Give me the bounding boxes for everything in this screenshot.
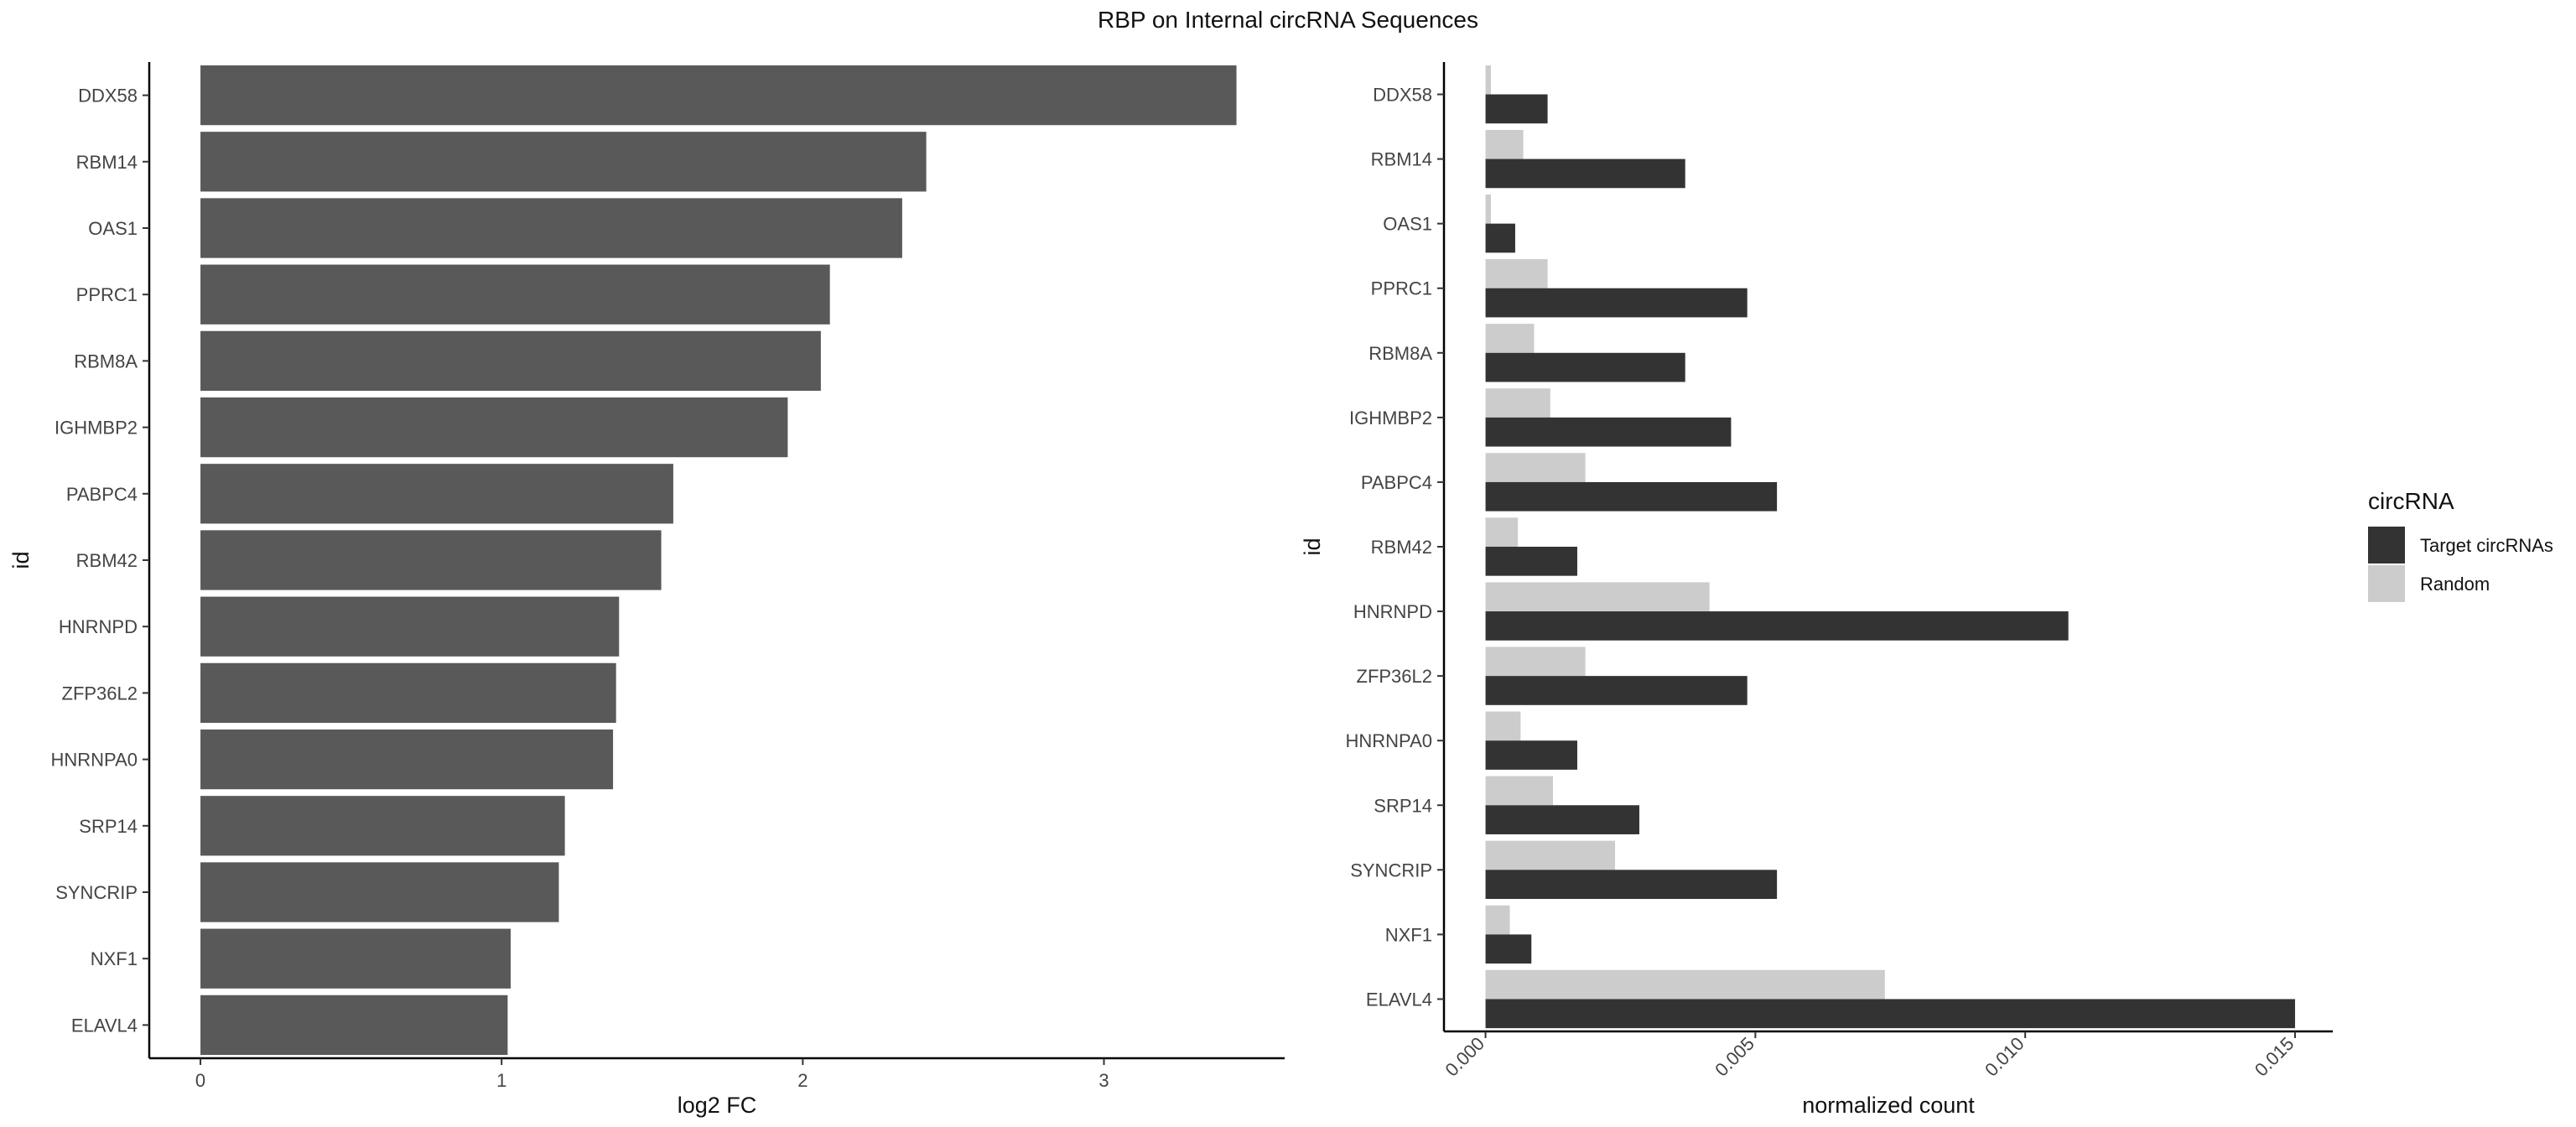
bar-target-hnrnpa0 xyxy=(1485,740,1577,770)
y-tick-label: NXF1 xyxy=(91,948,138,969)
bar-random-rbm8a xyxy=(1485,324,1535,353)
x-tick-label: 0.015 xyxy=(2251,1033,2298,1081)
bar-rbm8a xyxy=(200,330,821,392)
bar-random-zfp36l2 xyxy=(1485,647,1586,677)
bar-target-pprc1 xyxy=(1485,288,1748,318)
y-tick-label: HNRNPD xyxy=(59,616,138,637)
bar-random-oas1 xyxy=(1485,194,1491,224)
legend-swatch-random xyxy=(2368,565,2405,602)
y-axis-title: id xyxy=(1300,538,1325,555)
y-tick-label: ZFP36L2 xyxy=(62,683,138,704)
x-tick-label: 0.000 xyxy=(1441,1033,1488,1081)
y-tick-label: ELAVL4 xyxy=(1366,989,1432,1010)
y-axis-title: id xyxy=(8,551,34,569)
normalized-count-panel: DDX58 RBM14 OAS1 PPRC1 RBM8A IGHMBP2 PABPC4 RBM… xyxy=(1300,62,2333,1118)
bar-random-rbm42 xyxy=(1485,517,1519,547)
y-tick-label: DDX58 xyxy=(1373,85,1432,106)
bar-target-oas1 xyxy=(1485,223,1515,253)
bar-target-srp14 xyxy=(1485,805,1639,834)
figure-title: RBP on Internal circRNA Sequences xyxy=(1098,7,1478,33)
bar-random-hnrnpd xyxy=(1485,582,1710,612)
bar-random-nxf1 xyxy=(1485,905,1510,935)
y-tick-label: PABPC4 xyxy=(66,484,138,505)
bar-ddx58 xyxy=(200,65,1237,126)
bar-target-hnrnpd xyxy=(1485,611,2069,641)
y-tick-label: ZFP36L2 xyxy=(1357,666,1433,687)
bar-elavl4 xyxy=(200,995,508,1056)
bar-random-pprc1 xyxy=(1485,259,1548,288)
y-tick-label: OAS1 xyxy=(1383,214,1432,235)
bar-target-elavl4 xyxy=(1485,999,2295,1029)
y-tick-label: HNRNPA0 xyxy=(1345,730,1432,751)
y-tick-label: HNRNPD xyxy=(1353,601,1432,622)
bar-random-srp14 xyxy=(1485,776,1554,806)
bar-rbm14 xyxy=(200,132,927,192)
y-tick-label: SYNCRIP xyxy=(55,882,138,903)
y-tick-label: IGHMBP2 xyxy=(55,418,138,439)
x-tick-label: 0 xyxy=(195,1070,205,1091)
bar-zfp36l2 xyxy=(200,662,616,724)
legend-title: circRNA xyxy=(2368,488,2454,514)
y-tick-label: ELAVL4 xyxy=(71,1015,138,1036)
log2fc-panel: DDX58 RBM14 OAS1 PPRC1 RBM8A IGHMBP2 PABPC4 RBM… xyxy=(8,62,1285,1118)
bar-rbm42 xyxy=(200,530,662,590)
bar-syncrip xyxy=(200,862,559,922)
y-tick-label: SRP14 xyxy=(79,816,138,837)
bar-nxf1 xyxy=(200,928,511,989)
y-tick-label: OAS1 xyxy=(88,218,138,239)
bar-target-rbm14 xyxy=(1485,158,1685,189)
legend: circRNA Target circRNAs Random xyxy=(2368,488,2553,602)
legend-swatch-target xyxy=(2368,527,2405,564)
bar-target-ighmbp2 xyxy=(1485,417,1732,447)
bar-random-ddx58 xyxy=(1485,65,1491,95)
bar-random-ighmbp2 xyxy=(1485,388,1550,418)
y-tick-label: PPRC1 xyxy=(76,284,138,305)
y-tick-label: RBM42 xyxy=(1371,537,1432,558)
bar-random-hnrnpa0 xyxy=(1485,711,1521,741)
y-tick-label: PPRC1 xyxy=(1371,278,1432,299)
bar-target-rbm42 xyxy=(1485,547,1577,576)
bar-hnrnpa0 xyxy=(200,729,614,790)
bar-target-rbm8a xyxy=(1485,352,1685,382)
y-tick-label: NXF1 xyxy=(1385,924,1432,945)
y-tick-label: RBM42 xyxy=(76,550,138,571)
y-tick-label: IGHMBP2 xyxy=(1349,408,1432,428)
y-tick-label: SYNCRIP xyxy=(1350,860,1432,880)
y-tick-label: PABPC4 xyxy=(1361,472,1432,493)
bar-hnrnpd xyxy=(200,596,620,657)
bar-target-syncrip xyxy=(1485,870,1778,900)
bar-random-rbm14 xyxy=(1485,129,1524,159)
bar-random-pabpc4 xyxy=(1485,453,1586,482)
y-tick-label: RBM14 xyxy=(1371,149,1432,170)
bar-target-pabpc4 xyxy=(1485,481,1778,512)
bar-pabpc4 xyxy=(200,464,673,524)
bar-target-ddx58 xyxy=(1485,94,1548,124)
y-tick-label: RBM8A xyxy=(1368,343,1432,364)
bar-target-nxf1 xyxy=(1485,934,1532,964)
y-tick-label: RBM8A xyxy=(74,351,138,371)
y-tick-label: DDX58 xyxy=(78,86,138,106)
x-axis-title: log2 FC xyxy=(678,1093,757,1118)
bar-oas1 xyxy=(200,198,902,258)
bar-srp14 xyxy=(200,796,565,856)
y-tick-label: RBM14 xyxy=(76,152,138,173)
x-tick-label: 1 xyxy=(496,1070,506,1091)
legend-label: Random xyxy=(2420,574,2490,595)
x-axis-title: normalized count xyxy=(1802,1093,1975,1118)
y-tick-label: SRP14 xyxy=(1374,795,1432,816)
x-tick-label: 0.005 xyxy=(1711,1033,1758,1081)
bar-random-elavl4 xyxy=(1485,969,1885,1000)
bar-ighmbp2 xyxy=(200,397,788,458)
x-tick-label: 0.010 xyxy=(1981,1033,2028,1081)
y-tick-label: HNRNPA0 xyxy=(50,750,138,771)
x-tick-label: 3 xyxy=(1098,1070,1109,1091)
legend-label: Target circRNAs xyxy=(2420,535,2553,556)
bar-random-syncrip xyxy=(1485,840,1616,870)
bar-pprc1 xyxy=(200,264,830,325)
bar-target-zfp36l2 xyxy=(1485,676,1748,705)
x-tick-label: 2 xyxy=(797,1070,808,1091)
